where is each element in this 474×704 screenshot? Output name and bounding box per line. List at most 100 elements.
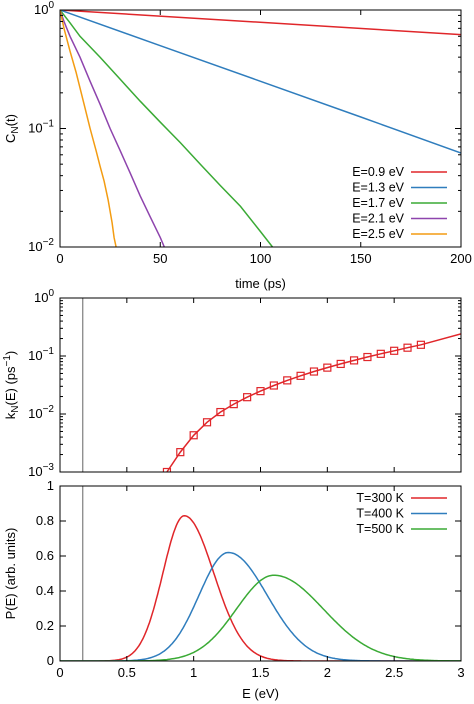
panel-1-ylabel-main: C (3, 134, 18, 143)
y-tick-exp: −3 (43, 462, 55, 473)
panel-1-y-axis-label: CN(t) (3, 114, 21, 143)
panel-3-ticks: 0 0.5 1 1.5 2 2.5 3 0 0.2 0.4 0.6 0.8 1 (36, 478, 465, 680)
legend-label: T=300 K (356, 491, 404, 505)
rate-marker (390, 346, 399, 355)
legend-label: T=400 K (356, 507, 404, 521)
legend-label: E=1.7 eV (352, 196, 404, 210)
y-tick-base: 10 (34, 2, 48, 17)
rate-marker (349, 356, 359, 365)
legend-label: E=1.3 eV (352, 181, 404, 195)
y-tick-exp: −1 (43, 119, 55, 130)
x-tick-label: 150 (350, 251, 372, 266)
rate-marker (296, 371, 305, 380)
distribution-curve-2 (60, 551, 461, 661)
rate-marker (283, 376, 292, 385)
y-tick-label: 0.4 (36, 583, 54, 598)
y-tick-label: 10−1 (28, 346, 54, 363)
x-tick-label: 100 (250, 251, 272, 266)
legend-label: E=2.1 eV (352, 212, 404, 226)
rate-marker (162, 467, 172, 472)
y-tick-label: 100 (34, 288, 54, 305)
y-tick-label: 0.6 (36, 548, 54, 563)
rate-marker (363, 352, 372, 362)
panel-3-series-group (60, 515, 461, 661)
panel-3-legend: T=300 K T=400 KT=500 K (356, 491, 447, 536)
y-tick-label: 0.8 (36, 513, 54, 528)
rate-marker (176, 448, 185, 457)
panel-energy-distribution: 0 0.5 1 1.5 2 2.5 3 0 0.2 0.4 0.6 0.8 1 P(E) (arb. u… (3, 478, 465, 701)
y-tick-label: 1 (47, 478, 54, 493)
panel-3-x-axis-label: E (eV) (242, 686, 279, 701)
x-tick-label: 0.5 (118, 665, 136, 680)
legend-label: E=2.5 eV (352, 227, 404, 241)
panel-1-legend: E=0.9 eV E=1.3 eVE=1.7 eV E=2.1 eVE=2.5 eV (352, 165, 447, 241)
x-tick-label: 3 (457, 665, 464, 680)
rate-marker (189, 431, 198, 440)
y-tick-exp: −2 (43, 404, 55, 415)
panel-2-frame (59, 297, 462, 473)
x-tick-label: 1.5 (251, 665, 269, 680)
y-tick-base: 10 (28, 239, 42, 254)
y-tick-label: 100 (34, 0, 54, 17)
panel-2-ylabel-sup: −1 (2, 355, 13, 367)
series-line-2 (60, 10, 461, 154)
y-tick-base: 10 (28, 406, 42, 421)
y-tick-label: 10−3 (28, 462, 54, 479)
rate-marker (323, 363, 332, 372)
x-tick-label: 0 (56, 665, 63, 680)
x-tick-label: 0 (56, 251, 63, 266)
distribution-curve-1 (60, 515, 461, 661)
panel-2-y-axis-label: kN(E) (ps−1) (2, 351, 21, 419)
panel-2-series-group (162, 333, 461, 472)
rate-marker (229, 400, 238, 409)
distribution-curve-3 (60, 574, 461, 661)
rate-marker (416, 340, 425, 349)
rate-marker (256, 387, 265, 396)
rate-marker (309, 367, 319, 376)
panel-2-ylabel-sub: N (10, 406, 21, 413)
x-tick-label: 2 (324, 665, 331, 680)
rate-marker (336, 359, 345, 369)
y-tick-label: 0.2 (36, 618, 54, 633)
panel-1-ylabel-sub: N (10, 126, 21, 133)
y-tick-label: 10−2 (28, 237, 54, 254)
y-tick-base: 10 (28, 464, 42, 479)
panel-1-x-axis-label: time (ps) (235, 276, 286, 291)
y-tick-base: 10 (28, 348, 42, 363)
rate-marker (269, 381, 278, 390)
series-line-3 (60, 10, 274, 247)
panel-2-ylabel-tail: (E) (ps (3, 366, 18, 406)
x-tick-label: 2.5 (385, 665, 403, 680)
x-tick-label: 50 (153, 251, 167, 266)
series-line-5 (60, 10, 117, 247)
y-tick-label: 0 (47, 653, 54, 668)
rate-marker (243, 393, 252, 402)
rate-marker (403, 343, 412, 352)
rate-marker (216, 407, 225, 417)
panel-2-ylabel-main: k (3, 412, 18, 419)
panel-3-y-axis-label: P(E) (arb. units) (3, 528, 18, 620)
rate-marker (202, 418, 212, 427)
panel-1-series-group (60, 10, 461, 247)
y-tick-exp: 0 (48, 288, 54, 299)
rate-curve (166, 333, 461, 472)
y-tick-label: 10−2 (28, 404, 54, 421)
panel-1-ylabel-tail: (t) (3, 114, 18, 126)
rate-marker (376, 349, 385, 358)
y-tick-base: 10 (28, 121, 42, 136)
y-tick-base: 10 (34, 290, 48, 305)
series-line-1 (60, 10, 461, 36)
y-tick-label: 10−1 (28, 119, 54, 136)
legend-label: E=0.9 eV (352, 165, 404, 179)
panel-2-ylabel-end: ) (3, 351, 18, 355)
y-tick-exp: −2 (43, 237, 55, 248)
y-tick-exp: −1 (43, 346, 55, 357)
y-tick-exp: 0 (48, 0, 54, 11)
x-tick-label: 1 (190, 665, 197, 680)
x-tick-label: 200 (450, 251, 472, 266)
